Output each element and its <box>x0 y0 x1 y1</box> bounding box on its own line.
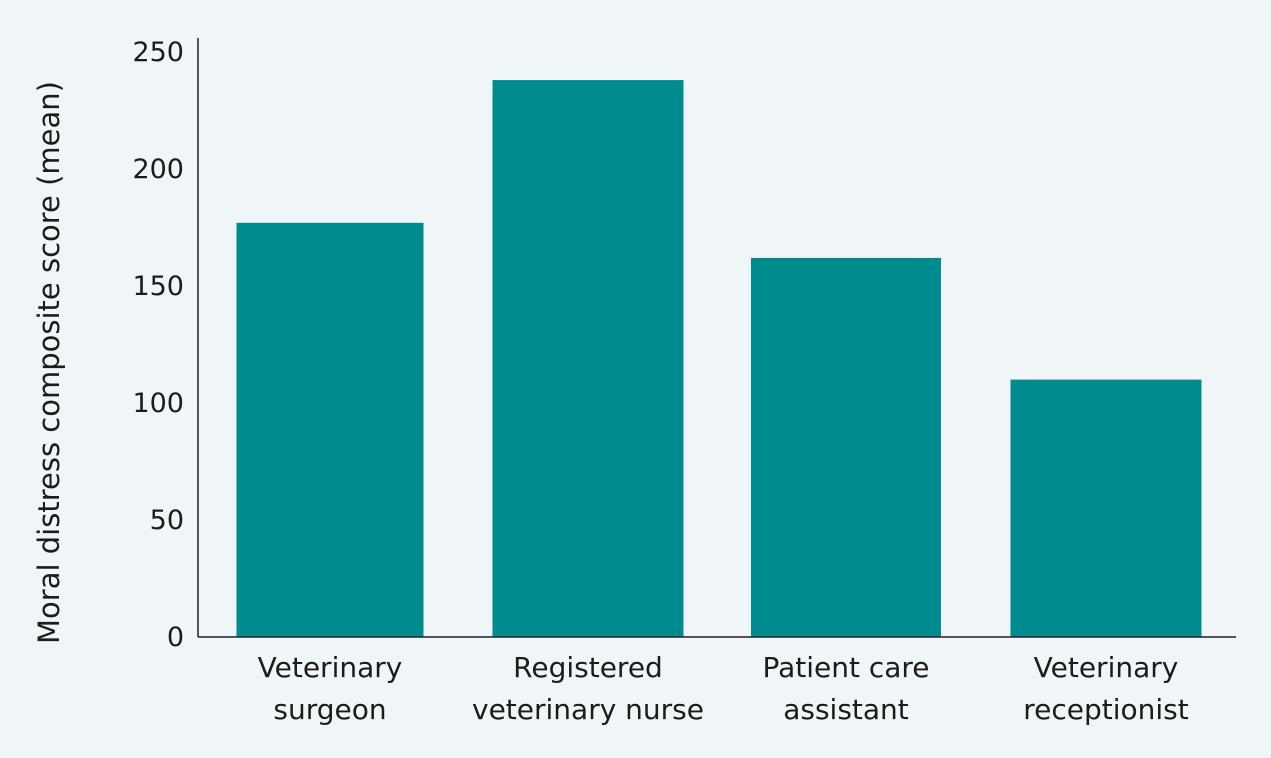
y-tick-label: 200 <box>132 154 184 185</box>
y-tick-label: 150 <box>132 271 184 302</box>
x-axis-labels: Veterinary surgeon Registered veterinary nu… <box>258 651 1189 726</box>
y-axis-ticks: 0 50 100 150 200 250 <box>132 37 184 653</box>
x-tick-label: receptionist <box>1023 693 1189 726</box>
x-tick-label: Veterinary <box>258 651 403 684</box>
y-tick-label: 100 <box>132 388 184 419</box>
x-tick-label: Patient care <box>762 651 929 684</box>
bar <box>492 80 684 637</box>
y-tick-label: 250 <box>132 37 184 68</box>
bar <box>1010 379 1202 637</box>
x-tick-label: surgeon <box>273 693 386 726</box>
bar <box>751 257 941 637</box>
bar <box>236 222 424 637</box>
x-tick-label: Registered <box>513 651 663 684</box>
y-tick-label: 0 <box>167 622 184 653</box>
x-tick-label: veterinary nurse <box>472 693 704 726</box>
y-axis-title: Moral distress composite score (mean) <box>32 81 66 644</box>
bars <box>236 80 1202 637</box>
y-tick-label: 50 <box>150 505 184 536</box>
x-tick-label: Veterinary <box>1034 651 1179 684</box>
x-tick-label: assistant <box>783 693 909 726</box>
